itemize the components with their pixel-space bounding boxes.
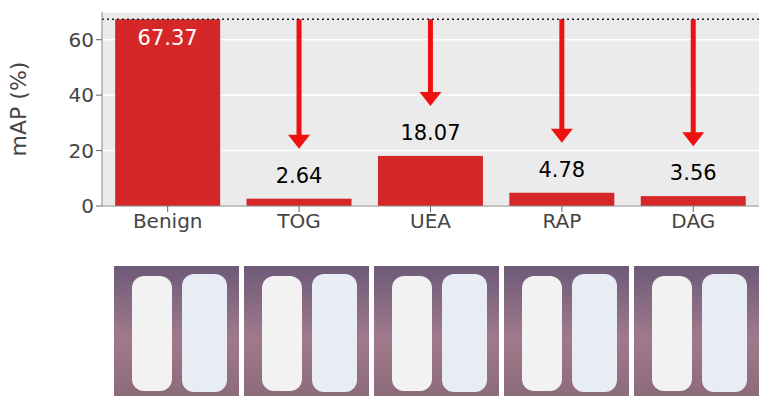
- svg-text:Benign: Benign: [133, 209, 203, 233]
- svg-text:67.37: 67.37: [138, 26, 198, 50]
- svg-text:40: 40: [69, 83, 94, 107]
- svg-text:TOG: TOG: [276, 209, 320, 233]
- svg-text:RAP: RAP: [542, 209, 581, 233]
- svg-text:UEA: UEA: [410, 209, 451, 233]
- svg-text:mAP (%): mAP (%): [6, 62, 31, 157]
- svg-text:DAG: DAG: [671, 209, 715, 233]
- svg-text:3.56: 3.56: [670, 161, 717, 185]
- svg-text:0: 0: [81, 194, 94, 218]
- svg-text:60: 60: [69, 28, 94, 52]
- svg-text:20: 20: [69, 139, 94, 163]
- svg-text:2.64: 2.64: [276, 164, 323, 188]
- svg-text:4.78: 4.78: [538, 158, 585, 182]
- svg-text:18.07: 18.07: [400, 121, 460, 145]
